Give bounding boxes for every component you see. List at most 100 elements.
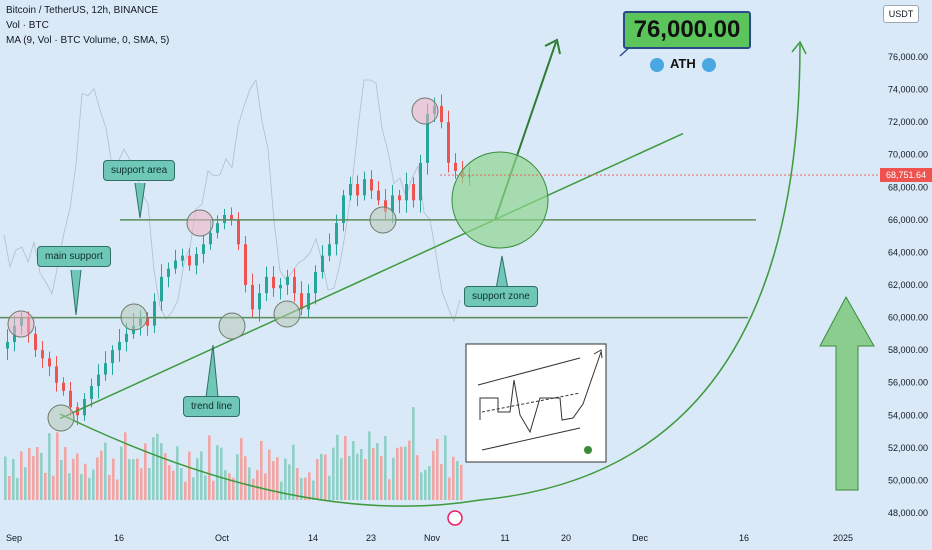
touch-point-circle (47, 404, 75, 432)
pattern-price-path (479, 351, 602, 434)
y-tick-label: 66,000.00 (888, 215, 928, 225)
candle-body (321, 255, 324, 272)
volume-bar (204, 475, 207, 500)
y-tick-label: 72,000.00 (888, 117, 928, 127)
candle-body (307, 293, 310, 310)
volume-bar (252, 478, 255, 500)
support-zone-callout: support zone (464, 286, 538, 307)
volume-bar (380, 455, 383, 500)
volume-bar (312, 480, 315, 500)
volume-bar (152, 437, 155, 500)
arc-arrowhead (791, 40, 807, 55)
candle-body (181, 255, 184, 261)
volume-bar (232, 477, 235, 500)
volume-bar (224, 470, 227, 500)
volume-bar (76, 453, 79, 500)
x-tick-label: 20 (561, 533, 571, 543)
candle-body (153, 301, 156, 326)
trend-line-callout: trend line (183, 396, 241, 417)
volume-bar (256, 470, 259, 500)
volume-bar (92, 469, 95, 500)
currency-button[interactable]: USDT (883, 5, 919, 23)
volume-bar (108, 474, 111, 500)
candle-body (188, 255, 191, 266)
volume-bar (392, 457, 395, 500)
volume-bar (388, 479, 391, 500)
y-tick-label: 76,000.00 (888, 52, 928, 62)
volume-bar (220, 447, 223, 500)
volume-bar (68, 473, 71, 500)
candle-body (230, 214, 233, 220)
y-axis-panel (878, 0, 932, 550)
candle-body (447, 122, 450, 163)
volume-bar (208, 435, 211, 500)
x-tick-label: Dec (632, 533, 649, 543)
candle-body (125, 333, 128, 342)
volume-bar (364, 459, 367, 500)
volume-bar (116, 479, 119, 500)
volume-bar (404, 446, 407, 500)
y-tick-label: 68,000.00 (888, 182, 928, 192)
volume-bar (100, 450, 103, 500)
volume-bar (324, 454, 327, 500)
volume-bar (184, 481, 187, 500)
volume-bar (216, 445, 219, 500)
ath-label: ATH (650, 56, 716, 72)
candle-body (440, 105, 443, 123)
volume-bar (176, 446, 179, 500)
volume-bar (168, 465, 171, 500)
ma-indicator-label: MA (9, Vol · BTC Volume, 0, SMA, 5) (6, 35, 170, 46)
candle-body (34, 333, 37, 351)
volume-bar (400, 446, 403, 500)
volume-bar (348, 456, 351, 500)
volume-bar (44, 472, 47, 500)
x-tick-label: Oct (215, 533, 230, 543)
x-tick-label: 2025 (833, 533, 853, 543)
projection-arc (59, 43, 801, 507)
volume-bar (368, 431, 371, 500)
candle-body (90, 385, 93, 399)
volume-bar (408, 440, 411, 500)
volume-bar (112, 458, 115, 500)
candle-body (69, 390, 72, 408)
volume-bar (36, 447, 39, 500)
candle-body (335, 223, 338, 245)
candle-body (146, 317, 149, 326)
main-support-callout: main support (37, 246, 111, 267)
y-tick-label: 58,000.00 (888, 345, 928, 355)
candle-body (97, 374, 100, 386)
touch-point-circle (411, 97, 439, 125)
support-zone-circle (451, 151, 549, 249)
candle-body (342, 195, 345, 224)
trend-line (59, 132, 684, 420)
trend-line-pointer (205, 344, 219, 398)
volume-bar (272, 461, 275, 500)
volume-bar (384, 436, 387, 500)
volume-bar (420, 472, 423, 500)
touch-point-circle (218, 312, 246, 340)
support-area-callout: support area (103, 160, 176, 181)
candle-body (370, 179, 373, 191)
x-tick-label: 23 (366, 533, 376, 543)
candle-body (286, 276, 289, 285)
candle-body (363, 179, 366, 196)
volume-bar (276, 457, 279, 500)
touch-point-circle (186, 209, 214, 237)
volume-bar (320, 453, 323, 500)
volume-bar (332, 447, 335, 500)
y-tick-label: 62,000.00 (888, 280, 928, 290)
volume-bar (132, 459, 135, 500)
y-tick-label: 48,000.00 (888, 508, 928, 518)
volume-bar (416, 455, 419, 500)
candle-body (258, 293, 261, 310)
x-tick-label: Nov (424, 533, 441, 543)
hand-right-icon (701, 57, 716, 72)
volume-bar (156, 433, 159, 500)
volume-bar (448, 477, 451, 500)
volume-bar (436, 438, 439, 500)
volume-bar (136, 458, 139, 500)
candle-body (300, 293, 303, 310)
volume-bar (192, 477, 195, 500)
